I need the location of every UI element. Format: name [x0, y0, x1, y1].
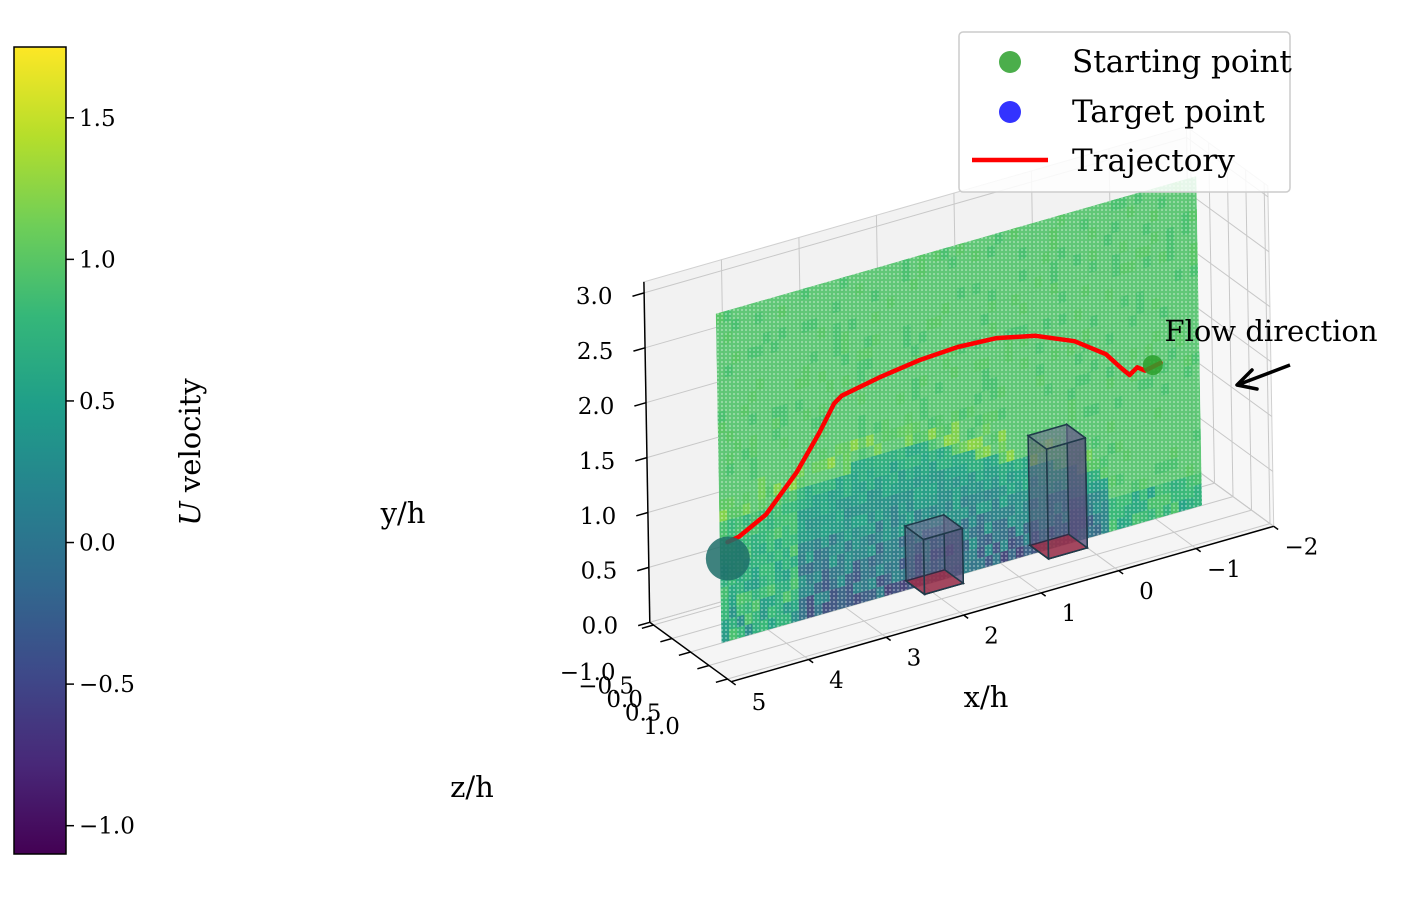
- legend-label-target-point: Target point: [1072, 94, 1265, 130]
- y-axis-tick: [634, 401, 647, 407]
- x-axis-tick: [1195, 547, 1202, 553]
- target-point-marker: [705, 536, 750, 581]
- colorbar-tick-label: 1.0: [79, 247, 116, 273]
- starting-point-marker: [1142, 355, 1163, 376]
- flow-direction-arrow: [1239, 363, 1291, 386]
- y-axis-tick-label: 1.5: [579, 449, 616, 475]
- legend-label-starting-point: Starting point: [1072, 44, 1292, 80]
- trajectory-line: [725, 333, 1163, 545]
- z-axis-tick: [641, 624, 654, 630]
- x-axis-line: [730, 525, 1274, 683]
- x-axis-tick-label: 4: [829, 668, 844, 694]
- colorbar-label: U velocity: [173, 378, 207, 526]
- obstacles: [903, 422, 1089, 596]
- legend-marker-starting-point: [999, 51, 1021, 73]
- x-axis-tick-label: 3: [907, 646, 922, 672]
- building-1-face-left: [1027, 434, 1050, 561]
- z-axis-tick-label: 1.0: [643, 714, 680, 740]
- x-axis-tick-label: 0: [1139, 579, 1154, 605]
- y-axis-tick-label: 3.0: [576, 284, 613, 310]
- z-axis-tick: [697, 664, 710, 670]
- x-axis-tick: [1273, 525, 1279, 531]
- grid-line-z-side: [1208, 142, 1215, 484]
- grid-line-z-side: [1245, 169, 1252, 511]
- colorbar-label-symbol: U: [173, 500, 207, 526]
- y-axis-tick: [637, 621, 651, 627]
- building-1: [1026, 422, 1089, 561]
- z-axis-tick: [678, 651, 691, 657]
- grid-line-z-side: [1263, 183, 1271, 524]
- colorbar-label-rest: velocity: [173, 378, 207, 502]
- x-axis-tick-label: 2: [984, 623, 999, 649]
- legend: Starting point Target point Trajectory: [958, 31, 1292, 193]
- y-axis-tick: [632, 292, 645, 297]
- building-1-face-top: [1026, 423, 1087, 450]
- x-axis-tick-label: −1: [1207, 557, 1241, 583]
- colorbar-tick-label: 0.5: [79, 389, 116, 415]
- z-axis-label: z/h: [450, 770, 494, 804]
- legend-box: [958, 31, 1291, 193]
- z-axis-tick-label: 0.5: [625, 700, 662, 726]
- legend-marker-target-point: [999, 101, 1021, 123]
- y-axis-tick-label: 0.5: [581, 559, 618, 585]
- x-axis-tick-label: −2: [1284, 535, 1318, 561]
- legend-label-trajectory: Trajectory: [1072, 143, 1235, 179]
- building-2: [903, 513, 965, 596]
- x-axis-tick: [1040, 592, 1047, 597]
- x-axis-tick: [730, 681, 737, 686]
- colorbar-tick-label: −1.0: [79, 814, 135, 840]
- y-axis-tick-label: 2.0: [578, 394, 615, 420]
- colorbar-tick-label: 0.0: [79, 531, 116, 557]
- y-axis-tick: [636, 511, 649, 517]
- y-axis-tick-label: 0.0: [582, 614, 619, 640]
- y-axis-tick: [635, 456, 648, 462]
- x-axis-tick: [808, 658, 814, 664]
- y-axis-tick: [637, 566, 650, 572]
- flow-direction-arrowhead: [1235, 368, 1259, 391]
- colorbar-gradient: [13, 46, 67, 855]
- x-axis-tick: [963, 614, 969, 619]
- x-axis-tick: [1118, 570, 1124, 575]
- colorbar-tick-label: 1.5: [79, 106, 116, 132]
- flow-direction-annotation: Flow direction: [1164, 314, 1378, 391]
- colorbar-tick-label: −0.5: [79, 672, 135, 698]
- building-2-face-top: [903, 514, 964, 541]
- z-axis-tick-label: 0.0: [606, 687, 643, 713]
- flow-direction-label: Flow direction: [1164, 314, 1377, 348]
- z-axis-tick-label: −0.5: [578, 673, 634, 699]
- grid-line-z-side: [1226, 156, 1234, 497]
- grid-line-z-floor: [708, 509, 1252, 666]
- z-axis-tick-label: −1.0: [560, 660, 616, 686]
- x-axis-tick-label: 5: [752, 690, 767, 716]
- z-axis-tick: [715, 678, 728, 684]
- y-axis-tick-label: 2.5: [577, 339, 614, 365]
- x-axis-tick: [885, 636, 892, 642]
- x-axis-tick-label: 1: [1062, 601, 1077, 627]
- colorbar-ticks: −1.0 −0.5 0.0 0.5 1.0 1.5: [66, 106, 135, 840]
- markers: [705, 333, 1163, 581]
- z-axis-tick: [660, 637, 673, 643]
- colorbar: −1.0 −0.5 0.0 0.5 1.0 1.5 U velocity: [13, 46, 207, 855]
- y-axis-tick-label: 1.0: [580, 504, 617, 530]
- axes: −2−1012345−1.0−0.50.00.51.00.00.51.01.52…: [560, 281, 1318, 740]
- x-axis-label: x/h: [964, 680, 1009, 714]
- grid-line-z-floor: [727, 523, 1271, 680]
- y-axis-line: [643, 281, 651, 623]
- y-axis-label: y/h: [380, 496, 426, 530]
- y-axis-tick: [633, 347, 646, 352]
